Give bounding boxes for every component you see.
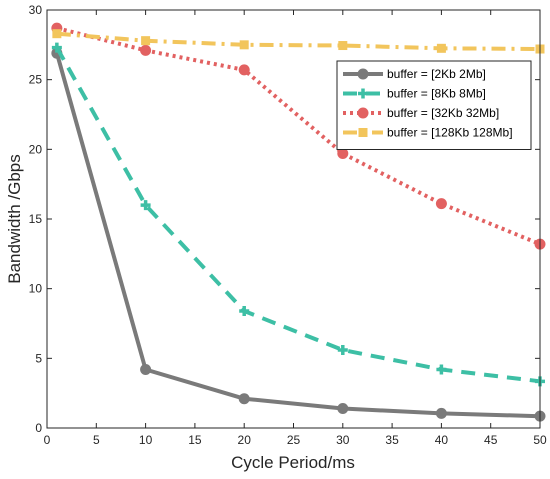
x-tick-label: 35 — [385, 433, 399, 447]
data-point — [239, 305, 250, 316]
legend-entry: buffer = [2Kb 2Mb] — [343, 67, 486, 81]
data-point — [140, 200, 151, 211]
x-tick-label: 40 — [435, 433, 449, 447]
data-point — [435, 407, 447, 419]
series-line-2 — [55, 46, 541, 384]
legend-marker — [357, 68, 369, 80]
x-tick-label: 10 — [139, 433, 153, 447]
x-tick-label: 5 — [93, 433, 100, 447]
data-point — [238, 64, 250, 76]
data-point — [51, 42, 62, 53]
x-tick-label: 20 — [238, 433, 252, 447]
data-point — [140, 44, 152, 56]
data-point — [337, 344, 348, 355]
y-tick-label: 25 — [29, 73, 43, 87]
axes-layer: 0 5 10 15 20 25 30 35 40 45 50 0 5 10 15 20 25 30 — [29, 3, 547, 447]
x-tick-label: 25 — [287, 433, 301, 447]
y-tick-label: 5 — [35, 351, 42, 365]
legend-label: buffer = [2Kb 2Mb] — [387, 67, 486, 81]
legend-entry: buffer = [128Kb 128Mb] — [343, 126, 513, 140]
series-3 — [51, 22, 546, 250]
data-point — [141, 36, 151, 46]
legend-marker — [358, 128, 368, 137]
legend-marker — [357, 107, 369, 119]
y-tick-label: 30 — [29, 3, 43, 17]
x-tick-label: 50 — [533, 433, 547, 447]
x-tick-label: 15 — [188, 433, 202, 447]
legend-label: buffer = [8Kb 8Mb] — [387, 87, 486, 101]
y-axis-label: Bandwidth /Gbps — [5, 154, 24, 283]
x-tick-label: 30 — [336, 433, 350, 447]
legend-label: buffer = [128Kb 128Mb] — [387, 126, 513, 140]
x-tick-label: 0 — [44, 433, 51, 447]
data-point — [435, 198, 447, 210]
series-line-4 — [56, 31, 541, 51]
data-point — [338, 41, 348, 51]
data-point — [140, 363, 152, 375]
y-tick-label: 15 — [29, 212, 43, 226]
legend-entry: buffer = [32Kb 32Mb] — [343, 106, 499, 120]
data-point — [52, 29, 62, 39]
y-tick-label: 0 — [35, 421, 42, 435]
data-point — [436, 43, 446, 53]
y-tick-label: 20 — [29, 142, 43, 156]
data-point — [337, 148, 349, 160]
legend-entry: buffer = [8Kb 8Mb] — [343, 87, 486, 101]
x-axis-label: Cycle Period/ms — [231, 453, 355, 472]
data-point — [238, 393, 250, 405]
series-line-1 — [54, 52, 541, 419]
series-line-3 — [56, 26, 541, 246]
x-tick-label: 45 — [484, 433, 498, 447]
legend-marker — [358, 88, 368, 99]
data-point — [436, 364, 447, 375]
data-point — [239, 40, 249, 50]
y-tick-label: 10 — [29, 282, 43, 296]
legend-label: buffer = [32Kb 32Mb] — [387, 106, 499, 120]
data-point — [337, 402, 349, 414]
legend: buffer = [2Kb 2Mb] buffer = [8Kb 8Mb] buff… — [336, 60, 532, 150]
